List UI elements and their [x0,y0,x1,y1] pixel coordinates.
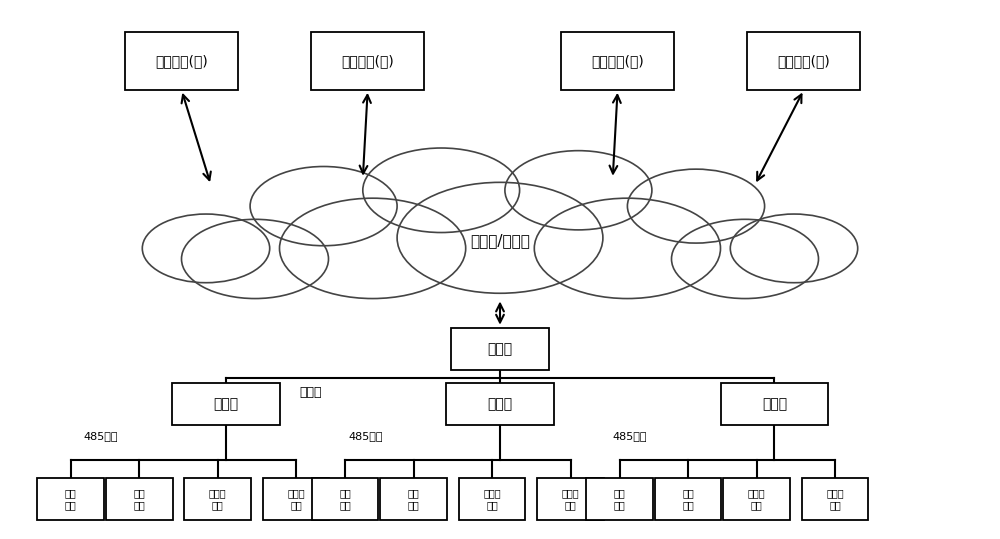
Text: 电表
终端: 电表 终端 [339,488,351,510]
Bar [380,478,447,521]
Bar [125,32,238,90]
Bar [561,32,674,90]
Bar [37,478,104,521]
Circle shape [142,214,270,282]
Circle shape [250,167,397,246]
Text: 燃气表
终端: 燃气表 终端 [209,488,227,510]
Text: 电表
终端: 电表 终端 [614,488,625,510]
Bar [172,383,280,425]
Text: 水表
终端: 水表 终端 [133,488,145,510]
Bar [586,478,653,521]
Bar [184,478,251,521]
Text: 燃气表
终端: 燃气表 终端 [483,488,501,510]
Circle shape [730,214,858,282]
Text: 热量表
终端: 热量表 终端 [562,488,579,510]
Circle shape [363,148,520,232]
Text: 485总线: 485总线 [84,431,118,441]
Bar [747,32,860,90]
Text: 采集器: 采集器 [762,397,787,411]
Bar [802,478,868,521]
Bar [723,478,790,521]
Text: 采集器: 采集器 [487,397,513,411]
Text: 485总线: 485总线 [348,431,383,441]
Text: 燃气表
终端: 燃气表 终端 [748,488,766,510]
Bar [446,383,554,425]
Circle shape [280,198,466,299]
Text: 水表
终端: 水表 终端 [682,488,694,510]
Bar [655,478,721,521]
Text: 业务主站(水): 业务主站(水) [341,54,394,68]
Text: 水表
终端: 水表 终端 [408,488,420,510]
Circle shape [627,169,765,243]
Text: 热量表
终端: 热量表 终端 [826,488,844,510]
Bar [537,478,604,521]
Text: 业务主站(气): 业务主站(气) [591,54,644,68]
Bar [263,478,329,521]
Text: 业务主站(电): 业务主站(电) [155,54,208,68]
Text: 485总线: 485总线 [613,431,647,441]
Text: 采集器: 采集器 [213,397,238,411]
Bar [311,32,424,90]
Text: 电力线: 电力线 [299,385,322,398]
Circle shape [182,219,328,299]
Bar [459,478,525,521]
Text: 业务主站(热): 业务主站(热) [777,54,830,68]
Circle shape [505,151,652,230]
Text: 汇聚网/骨干网: 汇聚网/骨干网 [470,233,530,248]
Bar [312,478,378,521]
Bar [106,478,173,521]
Bar [720,383,828,425]
Text: 热量表
终端: 热量表 终端 [287,488,305,510]
Circle shape [534,198,720,299]
Text: 电表
终端: 电表 终端 [65,488,77,510]
Circle shape [672,219,818,299]
Bar [451,328,549,370]
Circle shape [397,182,603,293]
Text: 集中器: 集中器 [487,342,513,356]
